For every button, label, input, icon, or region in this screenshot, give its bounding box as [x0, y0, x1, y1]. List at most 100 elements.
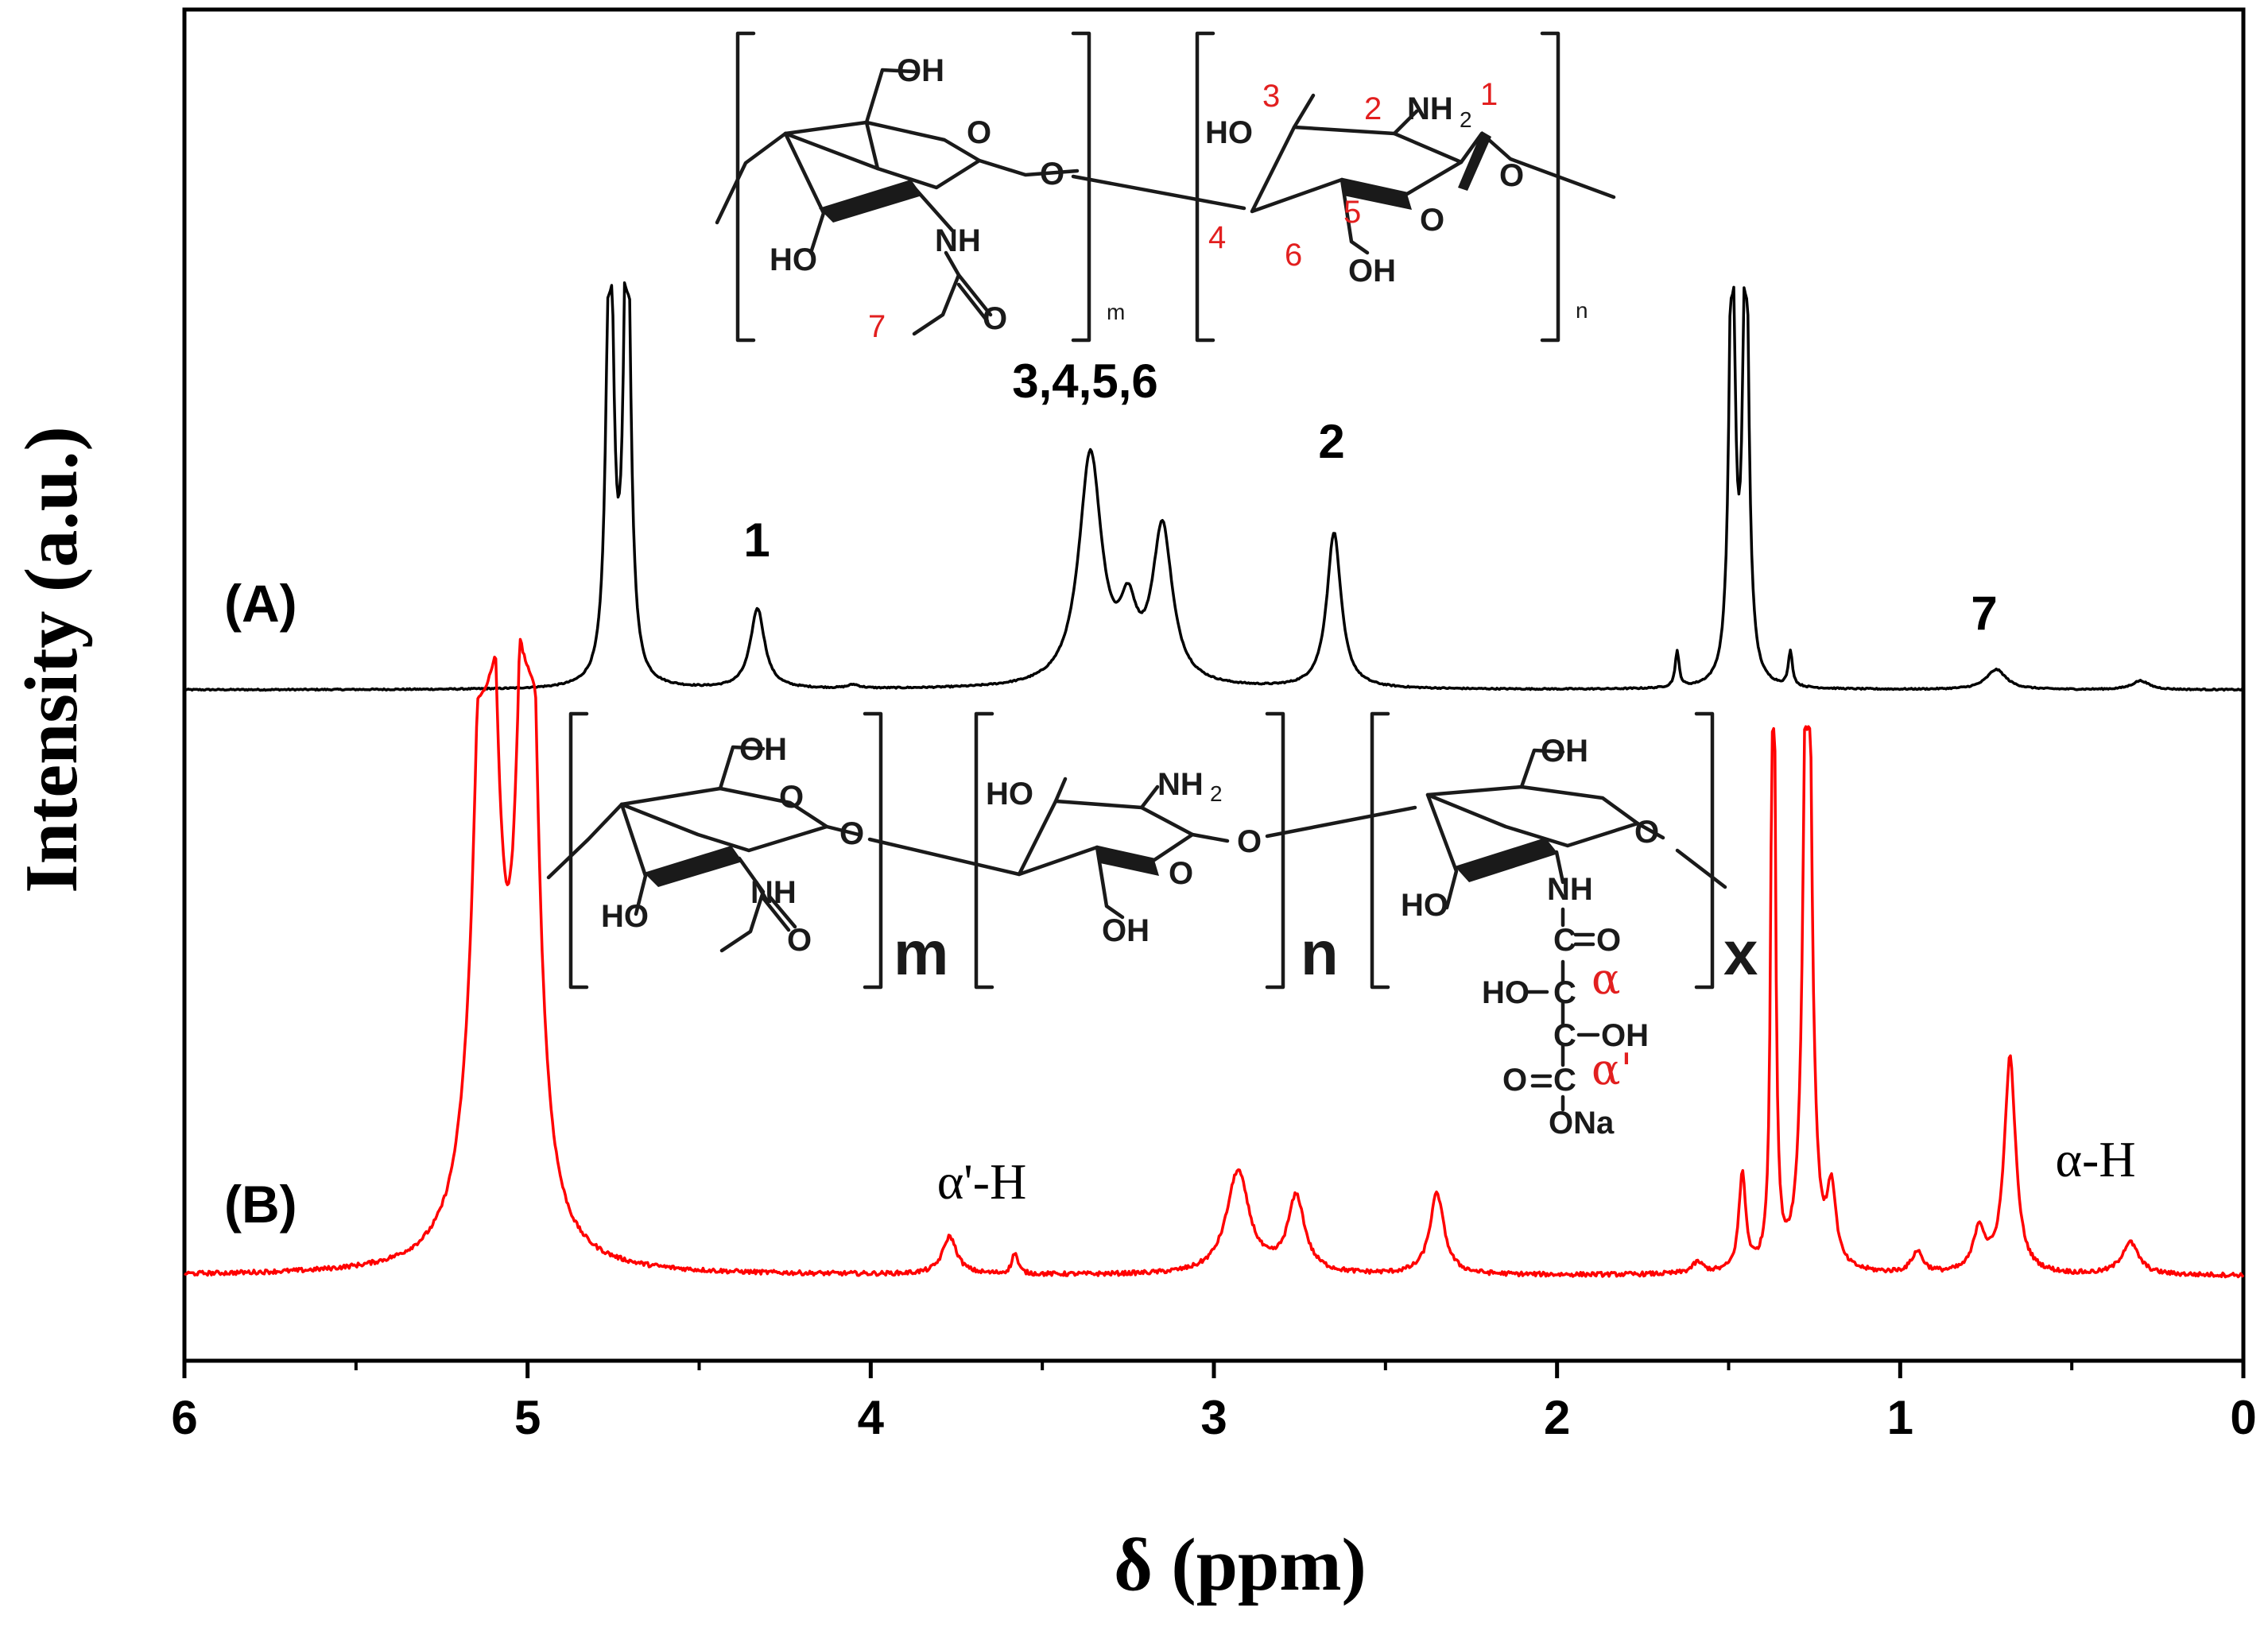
side-c3: C — [1553, 1018, 1576, 1053]
ring-a1-bonds — [783, 120, 1080, 233]
num-7: 7 — [868, 309, 886, 344]
bracket-left-a2 — [1195, 31, 1215, 343]
bracket-left-b2 — [974, 711, 994, 990]
peak-label-1: 1 — [743, 513, 770, 567]
side-o1: O — [1596, 923, 1621, 958]
b2-ho: HO — [986, 777, 1033, 812]
peak-label-alpha-prime-h: α'-H — [937, 1153, 1027, 1210]
bracket-right-b1 — [863, 711, 883, 990]
repeat-m-a: m — [1107, 300, 1125, 324]
num-1: 1 — [1480, 77, 1498, 112]
modified-chitosan-structure: OH O O HO NH O m HO NH 2 O O OH n OH O H… — [546, 711, 1758, 1141]
a2-nh2-label: NH — [1407, 91, 1453, 126]
peak-label-alpha-h: α-H — [2055, 1131, 2135, 1187]
side-c4: C — [1553, 1063, 1576, 1098]
ring-b3-wedge — [1455, 838, 1558, 882]
ring-a1-wedge — [819, 180, 922, 223]
b1-link-o: O — [839, 816, 864, 851]
side-oh: OH — [1601, 1018, 1649, 1053]
b1-oh: OH — [739, 732, 787, 767]
a2-link-o: O — [1499, 158, 1524, 193]
ring-a2-wedge — [1342, 180, 1412, 210]
ring-a2-bonds — [1292, 93, 1616, 255]
b3-nh: NH — [1547, 872, 1593, 907]
b3-ho: HO — [1401, 888, 1448, 923]
side-ona: ONa — [1549, 1106, 1615, 1141]
b2-oh: OH — [1102, 913, 1150, 948]
a1-carbonyl-o: O — [983, 301, 1007, 336]
a-glycosidic-bond — [1071, 174, 1246, 211]
side-c1: C — [1553, 923, 1576, 958]
repeat-n-a: n — [1576, 298, 1588, 323]
b2-ring-o: O — [1169, 856, 1193, 891]
ring-b2-wedge — [1097, 847, 1159, 876]
ring-b1-bonds — [546, 745, 861, 953]
side-c2: C — [1553, 975, 1576, 1010]
ring-b1-wedge — [644, 846, 742, 887]
num-3: 3 — [1262, 79, 1280, 114]
chitosan-structure: OH O O HO NH O 7 m HO NH 2 O O OH 1 2 3 … — [715, 31, 1616, 344]
bracket-right-a1 — [1071, 31, 1091, 343]
b-glycosidic-bond-1 — [867, 837, 1022, 877]
num-2: 2 — [1364, 91, 1382, 126]
num-5: 5 — [1343, 195, 1361, 230]
repeat-m-b: m — [894, 918, 948, 988]
a1-nh-label: NH — [935, 223, 981, 258]
spectrum-a-line — [184, 281, 2244, 692]
side-alpha: α — [1591, 954, 1620, 1004]
repeat-n-b: n — [1301, 918, 1339, 988]
spectrum-b-line — [184, 637, 2245, 1279]
repeat-x-b: x — [1723, 918, 1758, 988]
a1-ring-o: O — [967, 115, 991, 150]
x-tick-label-6: 6 — [171, 1391, 197, 1444]
bracket-left-b3 — [1370, 711, 1390, 990]
num-6: 6 — [1285, 238, 1302, 273]
series-b-label: (B) — [224, 1175, 297, 1234]
b1-ho: HO — [601, 899, 649, 934]
peak-label-2: 2 — [1318, 415, 1344, 468]
b1-nh: NH — [750, 875, 797, 910]
a1-nh — [912, 250, 961, 336]
spectra-group — [184, 281, 2245, 1279]
x-tick-label-4: 4 — [858, 1391, 885, 1444]
b2-nh2-sub: 2 — [1210, 781, 1223, 806]
a2-nh2-sub: 2 — [1460, 107, 1472, 132]
x-tick-label-5: 5 — [514, 1391, 541, 1444]
x-axis: 6 5 4 3 2 1 0 — [171, 1361, 2257, 1444]
a2-ring-o: O — [1420, 203, 1444, 238]
a2-ho-label: HO — [1205, 115, 1253, 150]
peak-label-7: 7 — [1971, 587, 1997, 640]
bracket-right-a2 — [1540, 31, 1560, 343]
a2-oh-label: OH — [1348, 254, 1396, 289]
a1-ho-label: HO — [770, 242, 817, 277]
b3-link-o: O — [1634, 815, 1659, 850]
ring-b3-bonds — [1425, 748, 1727, 910]
ring-a2-wedge-b — [1458, 131, 1491, 191]
a1-link-o: O — [1040, 157, 1064, 192]
a1-ch2oh — [864, 68, 917, 125]
x-tick-label-1: 1 — [1887, 1391, 1913, 1444]
bracket-right-b3 — [1694, 711, 1715, 990]
bracket-left-b1 — [568, 711, 589, 990]
side-ho: HO — [1482, 975, 1529, 1010]
b2-link-o: O — [1237, 824, 1262, 859]
num-4: 4 — [1208, 220, 1226, 255]
b2-nh2: NH — [1157, 767, 1204, 802]
x-axis-title: δ (ppm) — [1114, 1524, 1367, 1606]
side-alpha-prime: α' — [1591, 1044, 1632, 1094]
y-axis-title: Intensity (a.u.) — [10, 426, 93, 893]
a1-co — [956, 273, 993, 323]
x-tick-label-0: 0 — [2230, 1391, 2256, 1444]
b3-oh: OH — [1541, 734, 1588, 769]
b-glycosidic-bond-2 — [1265, 805, 1417, 839]
side-o2: O — [1502, 1063, 1527, 1098]
bracket-right-b2 — [1265, 711, 1285, 990]
a1-oh: OH — [897, 53, 944, 88]
ring-b2-bonds — [1053, 777, 1230, 920]
x-tick-label-3: 3 — [1200, 1391, 1227, 1444]
series-a-label: (A) — [224, 574, 297, 633]
peak-label-3456: 3,4,5,6 — [1012, 354, 1158, 408]
a1-left-tail — [715, 131, 788, 225]
bracket-left-a1 — [735, 31, 756, 343]
